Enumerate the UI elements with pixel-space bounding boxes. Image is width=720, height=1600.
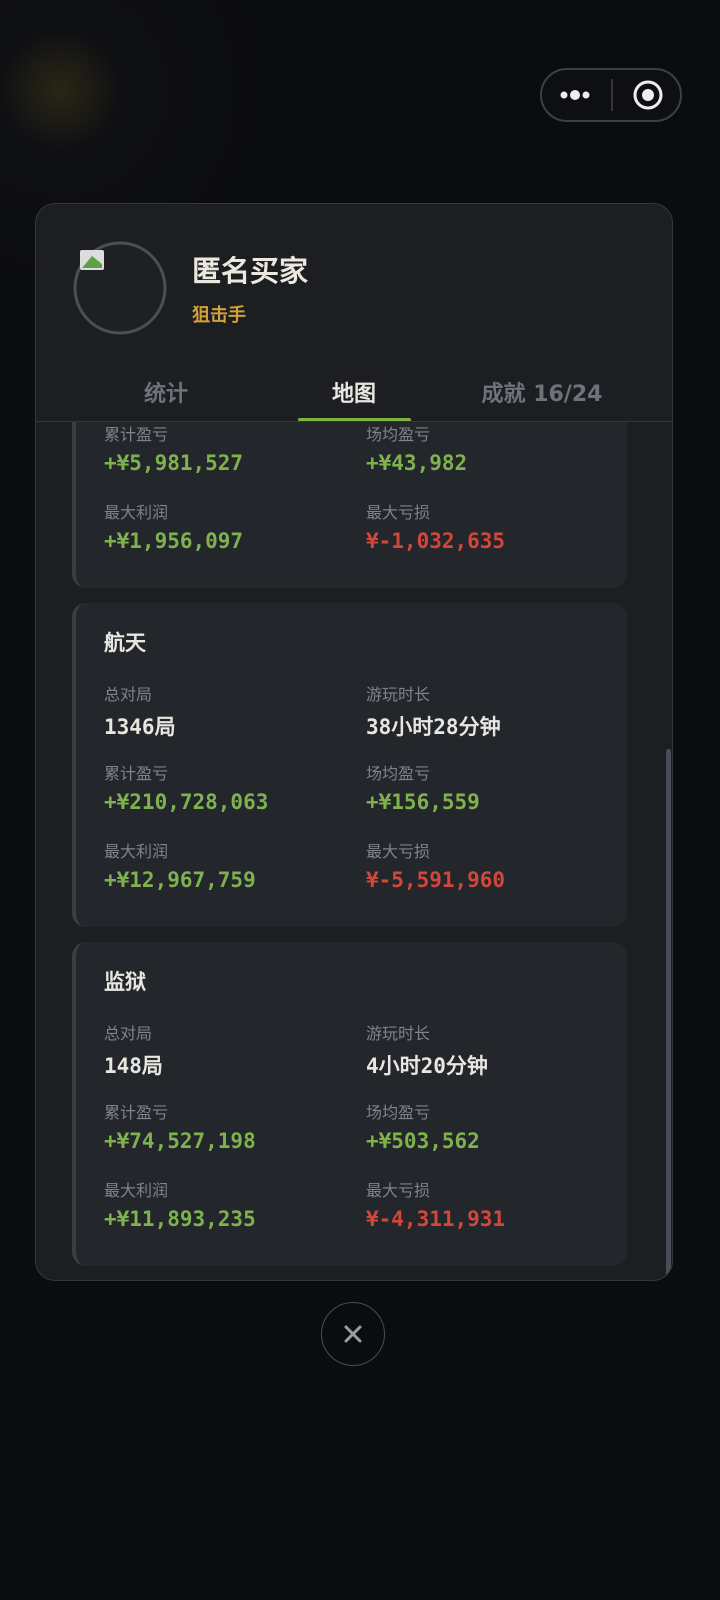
stat-value: +¥11,893,235 <box>104 1207 256 1231</box>
stat-label: 游玩时长 <box>366 685 431 704</box>
stat-label: 场均盈亏 <box>366 424 431 444</box>
stat-label: 总对局 <box>104 1024 153 1043</box>
profile-panel: 匿名买家 狙击手 统计 地图 成就 16/24 累计盈亏 +¥5,981,527 场均盈… <box>35 203 673 1281</box>
stat-value: ¥-1,032,635 <box>366 529 506 553</box>
map-card: 累计盈亏 +¥5,981,527 场均盈亏 +¥43,982 最大利润 +¥1,956,0… <box>72 422 627 588</box>
stat-value: 1346局 <box>104 715 176 739</box>
card-title: 监狱 <box>104 970 146 994</box>
close-button[interactable] <box>321 1302 385 1366</box>
stat-label: 场均盈亏 <box>366 763 431 783</box>
stat-value: ¥-5,591,960 <box>366 868 506 892</box>
tab[interactable]: 统计 <box>143 382 188 407</box>
stat-value: +¥43,982 <box>366 450 468 475</box>
stat-value: 4小时20分钟 <box>366 1054 488 1078</box>
stat-label: 最大利润 <box>104 842 169 861</box>
player-title: 狙击手 <box>192 305 246 326</box>
player-name: 匿名买家 <box>192 254 309 288</box>
stat-value: 38小时28分钟 <box>366 715 501 739</box>
stat-value: 148局 <box>104 1054 163 1078</box>
scroll-area: 累计盈亏 +¥5,981,527 场均盈亏 +¥43,982 最大利润 +¥1,956,0… <box>36 421 672 1280</box>
stat-label: 游玩时长 <box>366 1024 431 1043</box>
stat-value: ¥-4,311,931 <box>366 1207 506 1231</box>
stat-label: 累计盈亏 <box>104 1102 169 1122</box>
map-card: 航天总对局 1346局 游玩时长 38小时28分钟累计盈亏 +¥210,728,063 场… <box>72 603 627 927</box>
stat-value: +¥503,562 <box>366 1128 480 1153</box>
stat-label: 场均盈亏 <box>366 1102 431 1122</box>
stat-value: +¥156,559 <box>366 789 480 814</box>
stat-label: 累计盈亏 <box>104 763 169 783</box>
tab[interactable]: 地图 <box>331 382 376 407</box>
stat-label: 总对局 <box>104 685 153 704</box>
stat-value: +¥210,728,063 <box>104 789 269 814</box>
card-title: 航天 <box>104 631 146 655</box>
scrollbar <box>666 749 671 1279</box>
tab-indicator <box>298 418 411 422</box>
stat-value: +¥12,967,759 <box>104 868 256 892</box>
tab[interactable]: 成就 16/24 <box>481 382 603 407</box>
stat-label: 最大亏损 <box>366 503 431 522</box>
avatar <box>73 241 167 335</box>
stat-label: 最大利润 <box>104 1181 169 1200</box>
stat-label: 最大亏损 <box>366 842 431 861</box>
stat-value: +¥1,956,097 <box>104 529 244 553</box>
stat-label: 最大利润 <box>104 503 169 522</box>
capsule-menu[interactable] <box>540 68 682 122</box>
close-icon <box>344 1325 361 1342</box>
stat-value: +¥74,527,198 <box>104 1128 256 1153</box>
capsule-icons <box>560 79 663 111</box>
stat-value: +¥5,981,527 <box>104 450 244 475</box>
map-card: 监狱总对局 148局 游玩时长 4小时20分钟累计盈亏 +¥74,527,198 场均盈亏… <box>72 942 627 1266</box>
stat-label: 累计盈亏 <box>104 424 169 444</box>
stat-label: 最大亏损 <box>366 1181 431 1200</box>
